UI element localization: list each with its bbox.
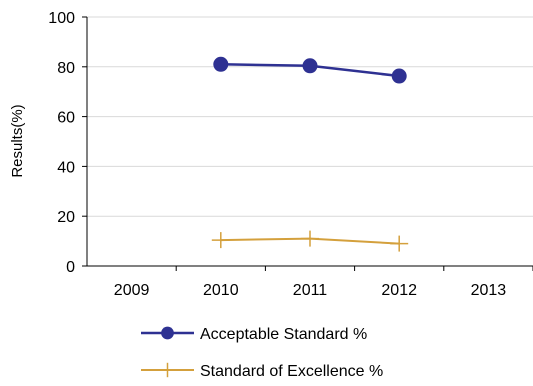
data-point: [390, 235, 409, 252]
series-group: [211, 230, 409, 252]
y-tick-label: 80: [57, 60, 75, 77]
y-tick-label: 60: [57, 110, 75, 127]
data-point: [301, 230, 319, 247]
legend-label: Standard of Excellence %: [200, 363, 383, 380]
y-tick-labels: 0 20 40 60 80 100: [48, 10, 75, 276]
data-point: [302, 58, 318, 74]
data-point: [391, 68, 407, 84]
data-point: [159, 362, 176, 378]
x-tick-label: 2013: [471, 282, 507, 299]
data-point: [161, 326, 174, 340]
x-tick-label: 2012: [381, 282, 417, 299]
series-group: [213, 56, 407, 84]
y-tick-label: 100: [48, 10, 75, 27]
x-tick-label: 2010: [203, 282, 239, 299]
series: [211, 56, 409, 252]
y-tick-label: 40: [57, 159, 75, 176]
legend: Acceptable Standard % Standard of Excelle…: [141, 326, 383, 380]
x-tick-label: 2011: [293, 282, 328, 299]
x-tick-labels: 2009 2010 2011 2012 2013: [114, 282, 506, 299]
axes: [82, 16, 533, 271]
y-tick-label: 20: [57, 209, 75, 226]
gridlines: [87, 16, 533, 217]
legend-label: Acceptable Standard %: [200, 326, 367, 343]
data-point: [213, 56, 229, 72]
legend-item: Acceptable Standard %: [141, 326, 367, 343]
data-point: [211, 232, 230, 249]
y-axis-title: Results(%): [9, 104, 26, 177]
y-tick-label: 0: [66, 259, 75, 276]
legend-item: Standard of Excellence %: [141, 362, 383, 380]
x-tick-label: 2009: [114, 282, 150, 299]
